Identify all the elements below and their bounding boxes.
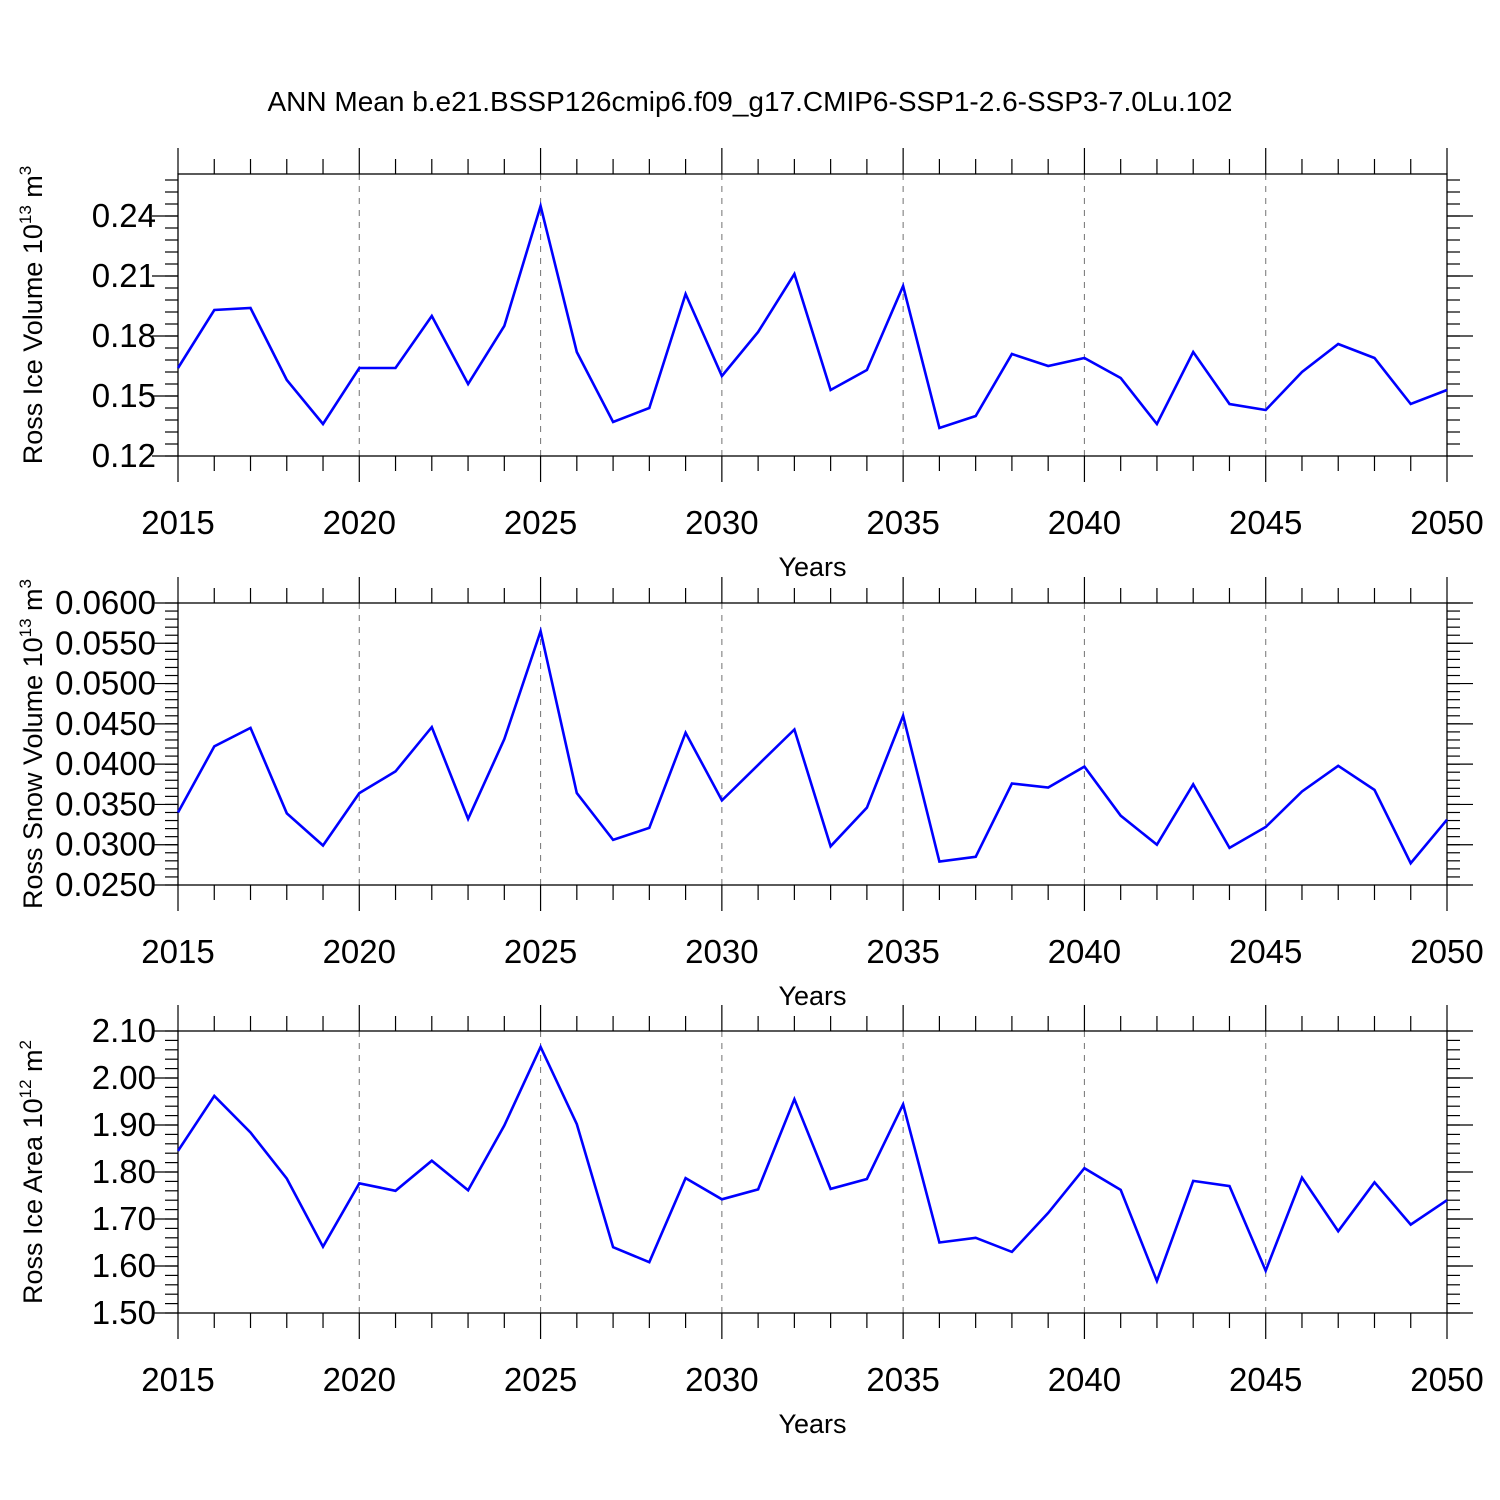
x-tick-label: 2035	[866, 933, 939, 970]
x-tick-label: 2030	[685, 504, 758, 541]
y-tick-label: 0.0600	[55, 584, 156, 621]
x-tick-label: 2050	[1410, 933, 1483, 970]
y-axis-title: Ross Ice Area 1012 m2	[16, 1040, 48, 1304]
x-tick-label: 2020	[323, 933, 396, 970]
y-tick-label: 2.10	[92, 1012, 156, 1049]
y-tick-label: 0.21	[92, 257, 156, 294]
series-line-1	[176, 201, 1448, 430]
y-tick-label: 0.0400	[55, 745, 156, 782]
series-line-1	[176, 626, 1448, 866]
x-tick-label: 2030	[685, 1361, 758, 1398]
x-tick-label: 2035	[866, 1361, 939, 1398]
y-tick-label: 1.90	[92, 1106, 156, 1143]
y-tick-label: 0.0500	[55, 665, 156, 702]
x-tick-label: 2050	[1410, 1361, 1483, 1398]
y-tick-label: 0.15	[92, 377, 156, 414]
x-tick-label: 2015	[141, 504, 214, 541]
x-tick-label: 2030	[685, 933, 758, 970]
series-line-1	[176, 1043, 1448, 1285]
x-tick-label: 2020	[323, 504, 396, 541]
y-tick-label: 0.0250	[55, 866, 156, 903]
x-tick-label: 2040	[1048, 933, 1121, 970]
x-tick-label: 2035	[866, 504, 939, 541]
x-tick-label: 2050	[1410, 504, 1483, 541]
chart-panels: 0.12 0.15 0.18 0.21 0.24 2015 2020 2025 2030 2035…	[16, 148, 1484, 1439]
y-tick-label: 0.12	[92, 437, 156, 474]
x-tick-label: 2045	[1229, 933, 1302, 970]
x-axis-title: Years	[778, 981, 846, 1011]
y-axis-title: Ross Ice Volume 1013 m3	[16, 166, 48, 465]
y-tick-label: 0.18	[92, 317, 156, 354]
y-axis-title: Ross Snow Volume 1013 m3	[16, 579, 48, 909]
plot-frame	[177, 1030, 1448, 1314]
x-axis-title: Years	[778, 1409, 846, 1439]
chart-panel-1: 0.12 0.15 0.18 0.21 0.24 2015 2020 2025 2030 2035…	[16, 148, 1484, 582]
y-tick-label: 0.24	[92, 197, 156, 234]
y-tick-label: 0.0300	[55, 826, 156, 863]
y-tick-label: 1.80	[92, 1153, 156, 1190]
plot-frame	[177, 173, 1448, 457]
chart-panel-3: 1.50 1.60 1.70 1.80 1.90 2.00 2.10 2015 2020 2025…	[16, 1005, 1484, 1439]
x-tick-label: 2040	[1048, 504, 1121, 541]
y-tick-label: 1.50	[92, 1294, 156, 1331]
plot-frame	[177, 602, 1448, 886]
x-tick-label: 2025	[504, 504, 577, 541]
x-tick-label: 2025	[504, 933, 577, 970]
y-tick-label: 1.60	[92, 1247, 156, 1284]
x-tick-label: 2045	[1229, 504, 1302, 541]
x-axis-title: Years	[778, 552, 846, 582]
y-tick-label: 0.0350	[55, 785, 156, 822]
x-tick-label: 2015	[141, 933, 214, 970]
x-tick-label: 2020	[323, 1361, 396, 1398]
x-tick-label: 2025	[504, 1361, 577, 1398]
y-tick-label: 0.0550	[55, 624, 156, 661]
y-tick-label: 2.00	[92, 1059, 156, 1096]
x-tick-label: 2045	[1229, 1361, 1302, 1398]
y-tick-label: 1.70	[92, 1200, 156, 1237]
y-tick-label: 0.0450	[55, 705, 156, 742]
figure-title: ANN Mean b.e21.BSSP126cmip6.f09_g17.CMIP…	[267, 86, 1232, 117]
x-tick-label: 2015	[141, 1361, 214, 1398]
x-tick-label: 2040	[1048, 1361, 1121, 1398]
